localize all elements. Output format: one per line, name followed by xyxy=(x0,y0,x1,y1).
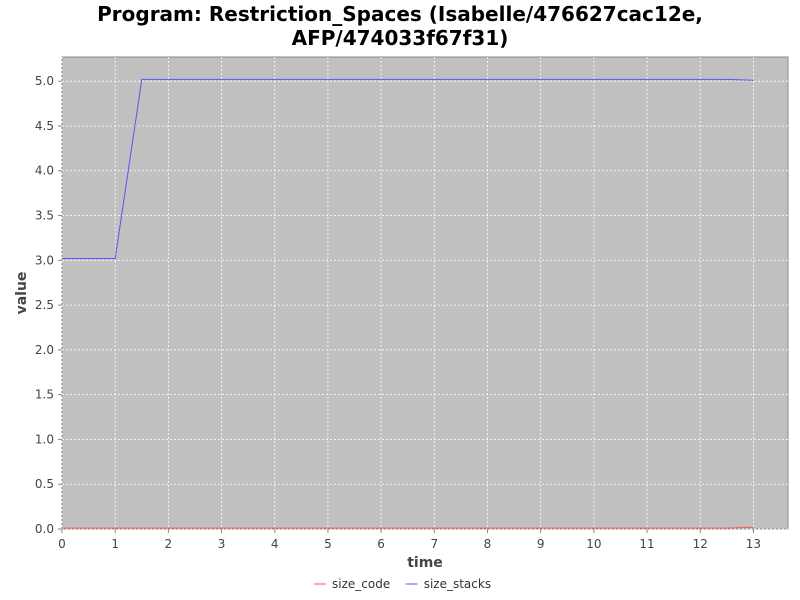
x-tick-label: 1 xyxy=(111,537,119,551)
chart-title: Program: Restriction_Spaces (Isabelle/47… xyxy=(0,2,800,50)
series-lines xyxy=(62,78,754,529)
y-tick-label: 1.0 xyxy=(35,432,54,446)
legend-label-size-code: size_code xyxy=(332,577,390,591)
y-tick-label: 0.5 xyxy=(35,477,54,491)
grid-lines xyxy=(61,57,788,530)
y-axis-title: value xyxy=(14,272,30,315)
chart-title-line-1: Program: Restriction_Spaces (Isabelle/47… xyxy=(97,2,703,26)
y-tick-label: 3.0 xyxy=(35,253,54,267)
series-line-size-stacks xyxy=(62,78,754,259)
x-tick-label: 7 xyxy=(430,537,438,551)
y-tick-label: 1.5 xyxy=(35,388,54,402)
x-tick-label: 3 xyxy=(218,537,226,551)
x-tick-label: 13 xyxy=(746,537,761,551)
x-tick-label: 9 xyxy=(537,537,545,551)
y-tick-label: 5.0 xyxy=(35,74,54,88)
x-tick-label: 10 xyxy=(586,537,601,551)
x-tick-label: 0 xyxy=(58,537,66,551)
x-tick-label: 4 xyxy=(271,537,279,551)
plot-area xyxy=(61,56,789,530)
axes: 0 1 2 3 4 5 6 7 8 9 10 11 12 130.00.51.01.52.02.53.03… xyxy=(35,74,761,551)
chart-title-line-2: AFP/474033f67f31) xyxy=(291,26,509,50)
x-tick-label: 5 xyxy=(324,537,332,551)
x-tick-label: 11 xyxy=(639,537,654,551)
y-tick-label: 2.0 xyxy=(35,343,54,357)
x-axis-title: time xyxy=(407,555,443,571)
x-tick-label: 12 xyxy=(693,537,708,551)
legend-label-size-stacks: size_stacks xyxy=(424,577,491,591)
y-tick-label: 0.0 xyxy=(35,522,54,536)
y-tick-label: 2.5 xyxy=(35,298,54,312)
x-tick-label: 8 xyxy=(484,537,492,551)
y-tick-label: 4.5 xyxy=(35,119,54,133)
x-tick-label: 6 xyxy=(377,537,385,551)
legend: size_code size_stacks xyxy=(314,577,491,591)
y-tick-label: 3.5 xyxy=(35,209,54,223)
x-tick-label: 2 xyxy=(165,537,173,551)
series-line-size-code xyxy=(62,526,754,529)
y-tick-label: 4.0 xyxy=(35,164,54,178)
